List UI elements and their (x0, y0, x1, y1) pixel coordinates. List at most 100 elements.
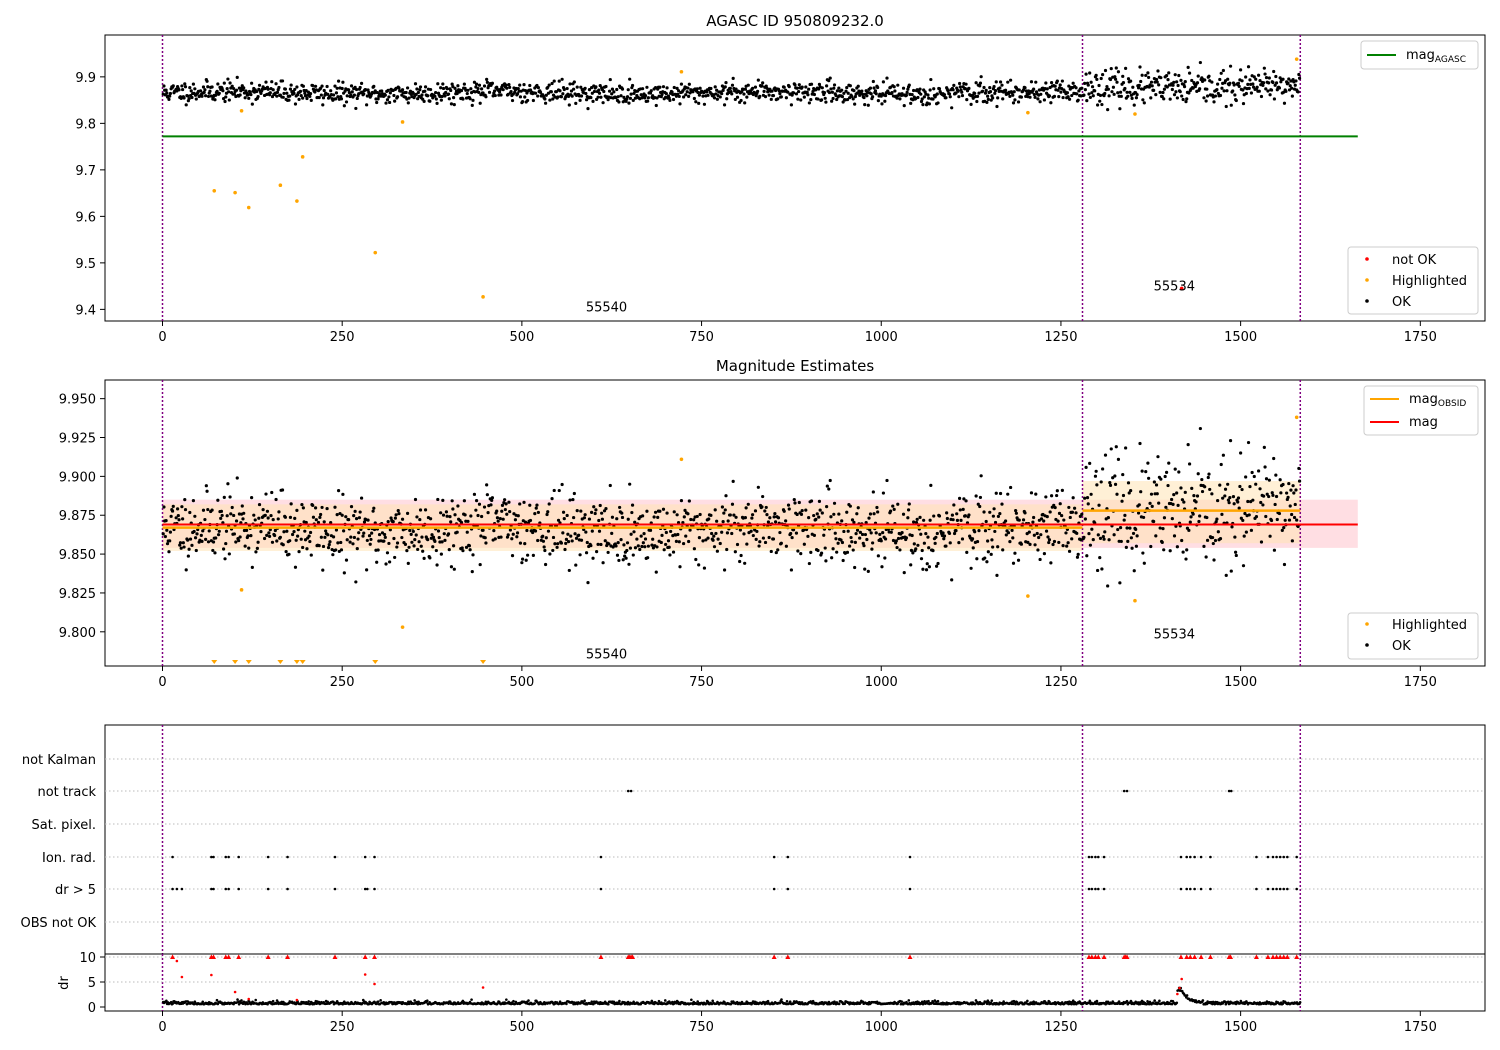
ok-point (428, 99, 432, 103)
ok-point (1265, 492, 1269, 496)
dr-point (246, 1002, 250, 1006)
ok-point (1261, 83, 1265, 88)
ok-point (1115, 492, 1119, 496)
ok-point (365, 103, 369, 107)
ok-point (341, 492, 345, 496)
ok-point (592, 89, 597, 94)
ok-point (377, 532, 382, 537)
ok-point (1187, 91, 1191, 95)
dr-point (512, 999, 515, 1003)
ok-point (423, 508, 428, 512)
dr-point (650, 999, 654, 1003)
ok-point (232, 513, 236, 518)
ok-point (720, 530, 724, 534)
ok-point (998, 80, 1003, 84)
flag-point (171, 855, 174, 859)
ok-point (1103, 530, 1107, 534)
ok-point (1273, 83, 1277, 87)
dr-point (607, 1002, 610, 1006)
ok-point (641, 514, 645, 518)
ok-point (444, 510, 449, 514)
ok-point (1254, 482, 1258, 486)
ok-point (533, 512, 537, 516)
ok-point (1220, 86, 1224, 90)
ok-point (288, 94, 292, 98)
dr-point (811, 999, 815, 1003)
ok-point (187, 97, 191, 101)
ok-point (183, 85, 188, 89)
flag-point (1295, 887, 1298, 891)
highlighted-point (233, 190, 237, 195)
flag-point (1179, 887, 1183, 891)
ok-point (1203, 78, 1207, 82)
dr-point (1129, 999, 1133, 1003)
ok-point (682, 515, 686, 519)
ok-point (314, 518, 318, 522)
ok-point (692, 518, 696, 522)
ok-point (451, 507, 455, 511)
ok-point (1181, 550, 1185, 554)
ok-point (845, 85, 849, 90)
ok-point (1181, 97, 1185, 102)
ok-point (1038, 100, 1042, 104)
ok-point (1097, 503, 1101, 507)
ok-point (655, 545, 659, 549)
ok-point (169, 514, 173, 518)
ok-point (194, 548, 198, 553)
ok-point (550, 496, 554, 501)
ok-point (1029, 80, 1034, 84)
ok-point (934, 564, 939, 568)
ok-point (1231, 89, 1235, 93)
ok-point (404, 90, 408, 95)
dr-point (447, 1002, 450, 1005)
ok-point (865, 94, 869, 98)
ok-point (1292, 515, 1297, 520)
ok-point (335, 513, 339, 517)
flag-point (772, 887, 776, 891)
ok-point (280, 488, 285, 492)
ok-point (1075, 531, 1079, 535)
ok-point (375, 100, 379, 105)
ok-point (1058, 502, 1062, 506)
ok-point (963, 514, 967, 518)
ok-point (226, 77, 230, 81)
ok-point (434, 97, 438, 101)
ok-point (924, 532, 928, 536)
ok-point (888, 509, 893, 513)
ok-point (368, 542, 372, 546)
highlighted-point (679, 69, 684, 74)
highlighted-point (239, 588, 244, 592)
ok-point (235, 476, 239, 480)
ok-point (993, 91, 997, 95)
dr-point (533, 1002, 537, 1005)
ok-point (1123, 86, 1127, 91)
ok-point (837, 512, 841, 516)
ok-point (1111, 476, 1115, 480)
legend-marker-label: Highlighted (1392, 618, 1467, 633)
legend-marker (1365, 622, 1369, 626)
highlighted-point (1294, 415, 1299, 420)
ok-point (853, 102, 857, 106)
flag-point (1199, 887, 1203, 891)
ok-point (993, 89, 998, 93)
ok-point (952, 531, 957, 536)
ok-point (962, 497, 966, 501)
ok-point (392, 93, 396, 98)
ok-point (217, 91, 221, 95)
ok-point (1173, 73, 1177, 77)
ok-point (405, 549, 409, 553)
ok-point (868, 86, 873, 90)
ok-point (952, 83, 956, 88)
ok-point (257, 83, 262, 87)
ok-point (515, 531, 520, 535)
ok-point (526, 553, 530, 557)
ok-point (536, 538, 540, 543)
highlighted-point (1133, 598, 1137, 603)
ok-point (1187, 528, 1191, 532)
dr-capped-marker (285, 954, 291, 959)
ok-point (714, 92, 718, 96)
ok-point (758, 94, 762, 99)
ok-point (1207, 74, 1211, 78)
ok-point (326, 546, 331, 550)
